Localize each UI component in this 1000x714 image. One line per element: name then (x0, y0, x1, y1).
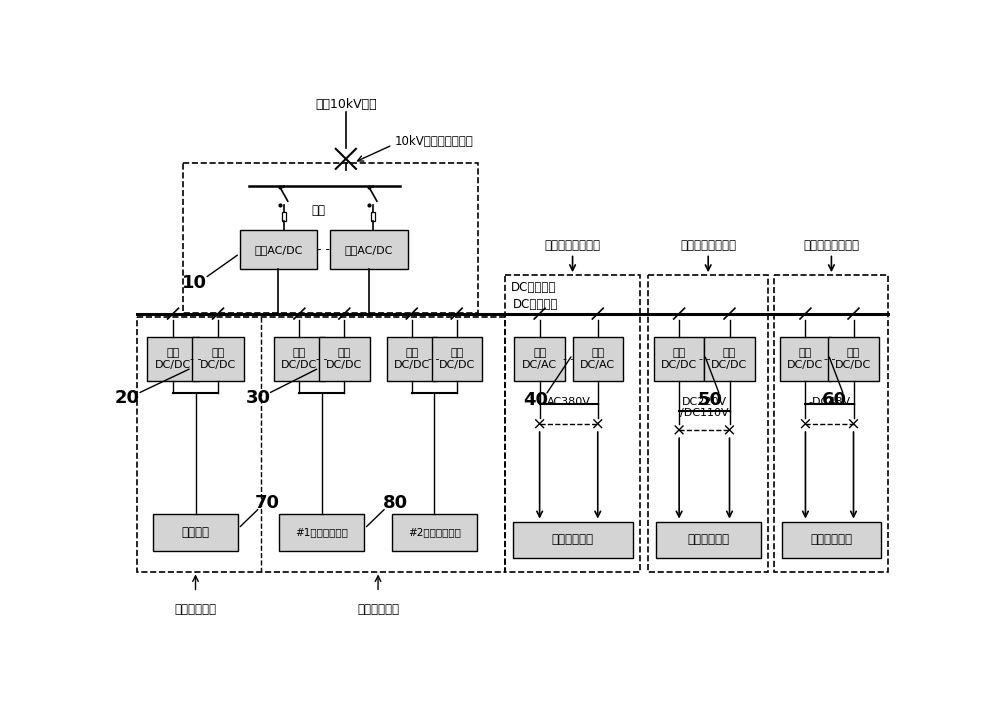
Text: 电罙10kV电源: 电罙10kV电源 (315, 99, 377, 111)
Bar (282, 212, 286, 221)
Text: 80: 80 (383, 494, 408, 512)
Text: 40: 40 (524, 391, 549, 409)
Bar (137, 318, 505, 571)
Text: - -: - - (563, 354, 574, 364)
Bar (192, 337, 244, 381)
Text: 柔性光伏系统: 柔性光伏系统 (175, 603, 217, 615)
Bar (387, 337, 437, 381)
Text: - -: - - (190, 354, 201, 364)
Bar (240, 231, 317, 269)
Text: 单向
DC/AC: 单向 DC/AC (522, 348, 557, 370)
Text: DC汇流母线: DC汇流母线 (511, 281, 556, 294)
Text: 光伏阵列: 光伏阵列 (182, 526, 210, 539)
Text: DC汇流母线: DC汇流母线 (512, 298, 558, 311)
Bar (432, 337, 482, 381)
Bar (330, 231, 408, 269)
Bar (648, 275, 768, 571)
Text: 柔性储能系统: 柔性储能系统 (357, 603, 399, 615)
Bar (828, 337, 879, 381)
Text: 70: 70 (255, 494, 280, 512)
Bar (704, 337, 755, 381)
Bar (392, 514, 477, 550)
Bar (274, 337, 325, 381)
Text: 20: 20 (115, 389, 140, 407)
Text: AC380V: AC380V (547, 397, 591, 407)
Text: 柔性通信电源系统: 柔性通信电源系统 (803, 239, 859, 252)
Bar (780, 337, 831, 381)
Text: 双向
DC/DC: 双向 DC/DC (439, 348, 475, 370)
Text: 单向
DC/DC: 单向 DC/DC (661, 348, 697, 370)
Text: -DC48V: -DC48V (808, 397, 851, 407)
Text: - -: - - (428, 354, 440, 364)
Text: 刀熔: 刀熔 (311, 204, 325, 217)
Text: 双向AC/DC: 双向AC/DC (254, 245, 303, 255)
Text: 双向
DC/DC: 双向 DC/DC (326, 348, 362, 370)
Bar (782, 521, 881, 558)
Text: 单向
DC/DC: 单向 DC/DC (711, 348, 748, 370)
Text: 双向AC/DC: 双向AC/DC (345, 245, 393, 255)
Bar (153, 514, 238, 550)
Text: 单向
DC/DC: 单向 DC/DC (787, 348, 824, 370)
Text: 交流电源负荷: 交流电源负荷 (552, 533, 594, 546)
Text: 单向
DC/DC: 单向 DC/DC (155, 348, 191, 370)
Text: #2储能电池阵列: #2储能电池阵列 (408, 527, 461, 537)
Bar (319, 337, 370, 381)
Bar (183, 163, 478, 313)
Text: - -: - - (316, 354, 328, 364)
Text: DC220V
/DC110V: DC220V /DC110V (680, 397, 729, 418)
Text: 双向
DC/DC: 双向 DC/DC (394, 348, 430, 370)
Text: 30: 30 (246, 389, 271, 407)
Text: 10: 10 (182, 273, 207, 292)
Text: - -: - - (699, 354, 710, 364)
Bar (656, 521, 761, 558)
Bar (774, 275, 888, 571)
Text: 双向
DC/DC: 双向 DC/DC (281, 348, 318, 370)
Bar (279, 514, 364, 550)
Bar (654, 337, 704, 381)
Text: 柔性直流电源系统: 柔性直流电源系统 (680, 239, 736, 252)
Text: - -: - - (317, 243, 330, 256)
Text: 单向
DC/DC: 单向 DC/DC (835, 348, 872, 370)
Text: 通讯电源负荷: 通讯电源负荷 (810, 533, 852, 546)
Text: 单向
DC/AC: 单向 DC/AC (580, 348, 615, 370)
Bar (505, 275, 640, 571)
Bar (147, 337, 199, 381)
Text: 柔性交流电源系统: 柔性交流电源系统 (545, 239, 601, 252)
Bar (514, 337, 565, 381)
Text: 60: 60 (822, 391, 847, 409)
Bar (371, 212, 375, 221)
Text: - -: - - (824, 354, 835, 364)
Text: 50: 50 (698, 391, 723, 409)
Text: 10kV电子固态变压器: 10kV电子固态变压器 (395, 135, 473, 148)
Text: 单向
DC/DC: 单向 DC/DC (200, 348, 236, 370)
Bar (512, 521, 633, 558)
Bar (573, 337, 623, 381)
Text: 直流电源负荷: 直流电源负荷 (687, 533, 729, 546)
Text: #1储能电池阵列: #1储能电池阵列 (295, 527, 348, 537)
